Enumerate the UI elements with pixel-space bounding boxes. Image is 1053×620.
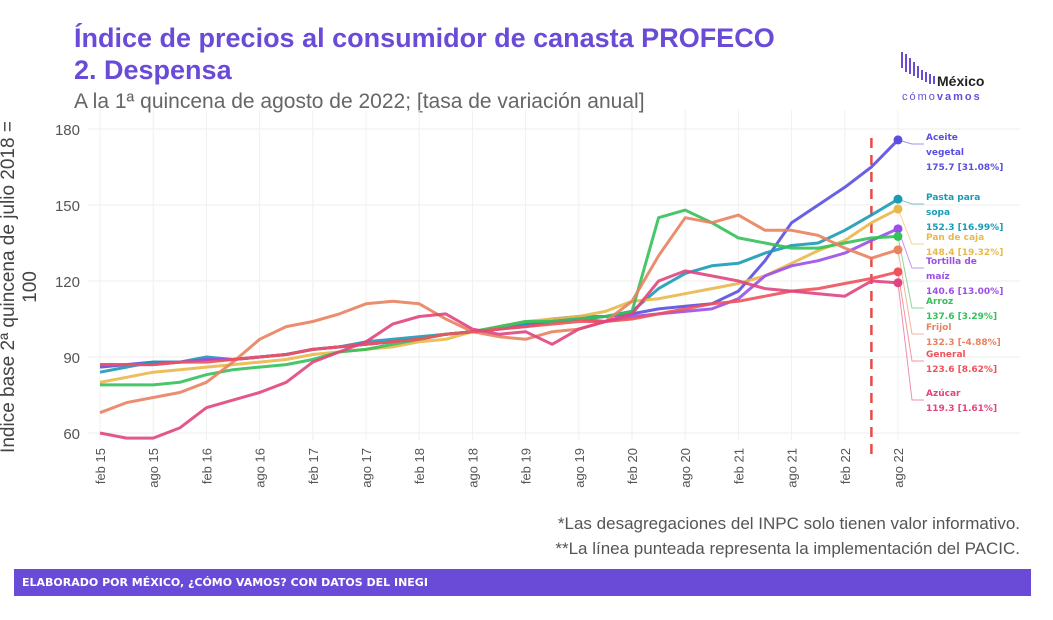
- x-tick-label: ago 21: [785, 448, 800, 488]
- series-line: [99, 213, 899, 415]
- series-value-label: 123.6 [8.62%]: [926, 365, 997, 375]
- logo-text-bold: vamos: [937, 91, 982, 103]
- series-line: [100, 270, 899, 367]
- series-general: General 123.6 [8.62%]: [100, 267, 997, 375]
- logo-text-light: cómo: [902, 91, 937, 103]
- series-name-label: Pasta para: [926, 193, 980, 203]
- series-line: [99, 197, 899, 374]
- series-name-label: maíz: [926, 272, 950, 282]
- title-line-1: Índice de precios al consumidor de canas…: [74, 23, 775, 53]
- footnote-2: **La línea punteada representa la implem…: [555, 539, 1020, 558]
- series-name-label: vegetal: [926, 148, 964, 158]
- series-value-label: 140.6 [13.00%]: [926, 287, 1003, 297]
- y-tick-label: 60: [63, 426, 80, 443]
- series-value-label: 132.3 [-4.88%]: [926, 338, 1001, 348]
- x-tick-label: feb 20: [625, 448, 640, 484]
- series-pan-de-caja: Pan de caja 148.4 [19.32%]: [99, 204, 1003, 384]
- footnote-1: *Las desagregaciones del INPC solo tiene…: [557, 514, 1020, 533]
- y-tick-label: 180: [55, 122, 80, 139]
- label-connector: [897, 271, 924, 362]
- x-tick-label: feb 21: [731, 448, 746, 484]
- series-name-label: Frijol: [926, 323, 951, 333]
- source-banner: ELABORADO POR MÉXICO, ¿CÓMO VAMOS? CON D…: [14, 569, 1031, 596]
- x-tick-label: feb 22: [838, 448, 853, 484]
- chart-title: Índice de precios al consumidor de canas…: [74, 22, 775, 86]
- label-connector: [897, 249, 924, 335]
- x-tick-label: ago 17: [359, 448, 374, 488]
- logo-text-top: México: [937, 73, 984, 89]
- series-name-label: sopa: [926, 208, 950, 218]
- x-tick-label: feb 18: [412, 448, 427, 484]
- series-value-label: 137.6 [3.29%]: [926, 312, 997, 322]
- x-tick-label: ago 22: [891, 448, 906, 488]
- series-azúcar: Azúcar 119.3 [1.61%]: [99, 269, 997, 440]
- series-name-label: Tortilla de: [926, 257, 977, 267]
- y-tick-label: 150: [55, 198, 80, 215]
- x-tick-label: ago 15: [146, 448, 161, 488]
- series-arroz: Arroz 137.6 [3.29%]: [100, 208, 997, 387]
- label-connector: [897, 208, 924, 245]
- series-value-label: 119.3 [1.61%]: [926, 404, 997, 414]
- series-value-label: 175.7 [31.08%]: [926, 163, 1003, 173]
- x-tick-label: feb 15: [93, 448, 108, 484]
- chart-subtitle: A la 1ª quincena de agosto de 2022; [tas…: [74, 90, 645, 113]
- series-name-label: General: [926, 350, 966, 360]
- series-line: [99, 269, 899, 440]
- x-tick-label: feb 16: [199, 448, 214, 484]
- series-value-label: 152.3 [16.99%]: [926, 223, 1003, 233]
- title-line-2: 2. Despensa: [74, 55, 232, 85]
- x-tick-label: ago 18: [465, 448, 480, 488]
- label-connector: [897, 228, 924, 269]
- series-name-label: Pan de caja: [926, 233, 984, 243]
- label-connector: [897, 198, 924, 205]
- y-tick-label: 120: [55, 274, 80, 291]
- series-frijol: Frijol 132.3 [-4.88%]: [99, 213, 1001, 415]
- x-tick-label: ago 19: [572, 448, 587, 488]
- label-connector: [897, 236, 924, 309]
- mexico-como-vamos-logo: México cómovamos: [898, 48, 1018, 104]
- series-line: [100, 208, 899, 387]
- x-tick-label: ago 20: [678, 448, 693, 488]
- x-tick-label: ago 16: [253, 448, 268, 488]
- series-line: [99, 207, 899, 384]
- series-name-label: Arroz: [926, 297, 953, 307]
- y-tick-label: 90: [63, 350, 80, 367]
- label-connector: [897, 139, 924, 145]
- series-value-label: 148.4 [19.32%]: [926, 248, 1003, 258]
- series-name-label: Aceite: [926, 133, 958, 143]
- series-name-label: Azúcar: [926, 389, 961, 399]
- x-tick-label: feb 19: [519, 448, 534, 484]
- svg-text:cómovamos: cómovamos: [902, 91, 982, 103]
- x-tick-label: feb 17: [306, 448, 321, 484]
- label-connector: [897, 282, 924, 401]
